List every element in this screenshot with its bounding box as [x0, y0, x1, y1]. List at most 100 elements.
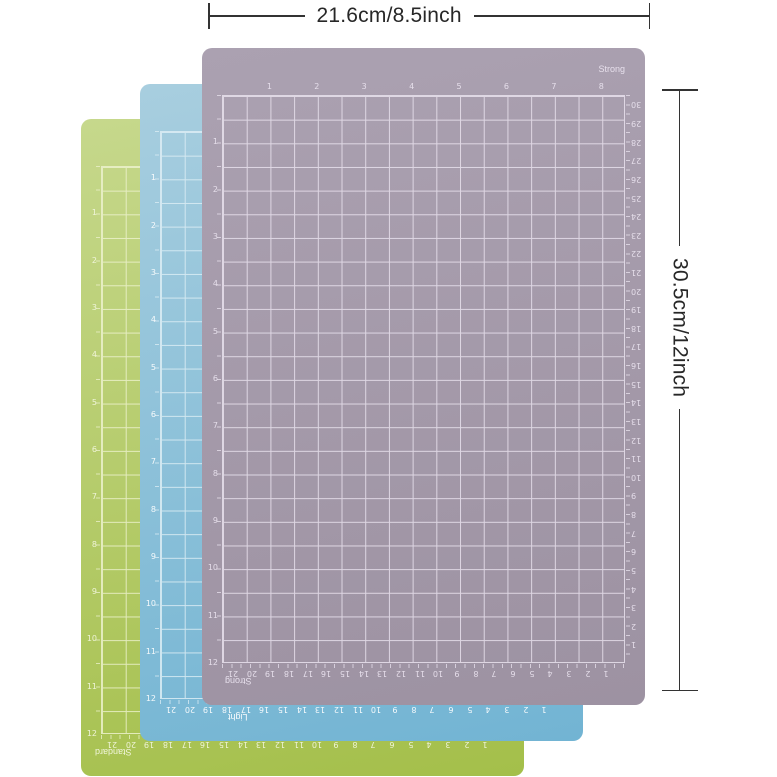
inch-number-left: 11 [86, 681, 97, 691]
inch-number-top: 1 [266, 82, 272, 91]
cm-number-bottom: 15 [278, 705, 289, 714]
inch-number-top: 2 [314, 82, 320, 91]
cm-number-bottom: 13 [256, 740, 267, 749]
cm-number-bottom: 7 [491, 669, 497, 678]
dimension-tick-left [208, 3, 210, 29]
cm-number-right: 11 [631, 454, 642, 464]
cm-number-right: 29 [631, 119, 642, 129]
cm-number-right: 17 [631, 342, 642, 352]
cm-number-right: 14 [631, 398, 642, 408]
cm-number-right: 16 [631, 361, 642, 371]
cm-number-bottom: 1 [541, 705, 547, 714]
inch-number-left: 5 [150, 362, 156, 372]
cm-number-bottom: 17 [302, 669, 313, 678]
cm-number-right: 15 [631, 379, 642, 389]
cm-number-right: 23 [631, 230, 642, 240]
cm-number-bottom: 6 [389, 740, 395, 749]
half-cm-ticks-bottom [222, 664, 625, 668]
cm-number-bottom: 8 [411, 705, 417, 714]
inch-number-top: 5 [456, 82, 462, 91]
width-dimension-label: 21.6cm/8.5inch [316, 4, 462, 27]
inch-number-top: 8 [598, 82, 604, 91]
cm-number-right: 7 [631, 528, 637, 538]
dimension-line-left [209, 15, 305, 17]
cm-number-bottom: 4 [485, 705, 491, 714]
cm-number-bottom: 1 [482, 740, 488, 749]
cm-number-bottom: 2 [523, 705, 529, 714]
cm-number-bottom: 19 [144, 740, 155, 749]
cm-number-bottom: 4 [426, 740, 432, 749]
cm-number-bottom: 12 [333, 705, 345, 714]
inch-number-top: 3 [361, 82, 367, 91]
cm-number-bottom: 10 [433, 669, 444, 678]
inch-number-left: 3 [91, 302, 97, 312]
inch-number-left: 8 [91, 539, 97, 549]
grade-label-bottom: Strong [225, 676, 252, 686]
cm-number-right: 26 [631, 174, 642, 184]
dimension-line-bottom [678, 408, 681, 690]
cm-number-bottom: 10 [371, 705, 382, 714]
cm-number-bottom: 16 [321, 669, 332, 678]
cm-number-bottom: 11 [293, 740, 304, 749]
inch-number-left: 7 [212, 421, 218, 431]
inch-number-left: 3 [150, 267, 156, 277]
inch-number-left: 12 [207, 657, 218, 667]
cm-number-bottom: 5 [408, 740, 414, 749]
grid-area [222, 95, 625, 663]
cm-number-bottom: 15 [340, 669, 351, 678]
cm-number-right: 10 [631, 472, 642, 482]
cm-number-bottom: 2 [585, 669, 591, 678]
cm-number-right: 18 [631, 323, 642, 333]
height-dimension: 30.5cm/12inch [661, 89, 698, 691]
inch-number-left: 8 [150, 504, 156, 514]
cm-number-bottom: 16 [200, 740, 211, 749]
grade-label-top: Strong [598, 64, 625, 74]
cm-number-right: 27 [631, 156, 642, 166]
cm-number-bottom: 13 [315, 705, 326, 714]
inch-number-left: 6 [150, 409, 156, 419]
cm-number-right: 20 [631, 286, 642, 296]
inch-number-left: 5 [212, 326, 218, 336]
dimension-tick-top [661, 89, 698, 91]
inch-number-left: 9 [212, 515, 218, 525]
half-inch-ticks-left [96, 166, 100, 734]
cm-number-bottom: 8 [473, 669, 479, 678]
cm-number-right: 5 [631, 565, 637, 575]
height-dimension-label: 30.5cm/12inch [668, 257, 692, 397]
cm-number-right: 12 [631, 435, 642, 445]
inch-number-left: 4 [91, 350, 97, 360]
inch-number-left: 12 [145, 693, 156, 703]
inch-number-left: 5 [91, 397, 97, 407]
inch-number-left: 4 [212, 279, 218, 289]
cm-number-bottom: 17 [181, 740, 192, 749]
half-cm-ticks-right [626, 95, 630, 663]
inch-number-left: 10 [145, 599, 156, 609]
cm-number-right: 30 [631, 100, 642, 110]
cm-number-bottom: 2 [464, 740, 470, 749]
inch-number-top: 6 [503, 82, 509, 91]
inch-number-left: 9 [150, 551, 156, 561]
cm-number-bottom: 4 [547, 669, 553, 678]
inch-number-top: 7 [551, 82, 557, 91]
cm-number-bottom: 3 [445, 740, 451, 749]
cm-number-bottom: 3 [504, 705, 510, 714]
cm-number-bottom: 14 [358, 669, 369, 678]
cm-number-bottom: 18 [284, 669, 295, 678]
inch-number-left: 7 [91, 492, 97, 502]
cm-number-bottom: 7 [370, 740, 376, 749]
cm-number-bottom: 9 [392, 705, 398, 714]
cm-number-right: 13 [631, 416, 642, 426]
cm-number-right: 22 [631, 249, 642, 259]
width-dimension: 21.6cm/8.5inch [208, 2, 650, 30]
cm-number-bottom: 10 [312, 740, 323, 749]
inch-number-left: 11 [145, 646, 156, 656]
cm-number-bottom: 6 [448, 705, 454, 714]
cm-number-right: 24 [631, 212, 642, 222]
cm-number-right: 28 [631, 137, 642, 147]
cm-number-right: 9 [631, 491, 637, 501]
inch-number-left: 1 [91, 208, 97, 218]
inch-number-left: 8 [212, 468, 218, 478]
half-inch-ticks-left [155, 131, 159, 699]
cm-number-right: 4 [631, 584, 637, 594]
